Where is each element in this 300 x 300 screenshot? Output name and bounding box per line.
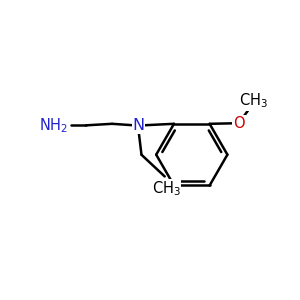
Text: CH$_3$: CH$_3$: [152, 179, 181, 198]
Text: N: N: [132, 118, 145, 133]
Text: O: O: [233, 116, 245, 131]
Text: NH$_2$: NH$_2$: [39, 116, 68, 135]
Text: CH$_3$: CH$_3$: [239, 92, 268, 110]
